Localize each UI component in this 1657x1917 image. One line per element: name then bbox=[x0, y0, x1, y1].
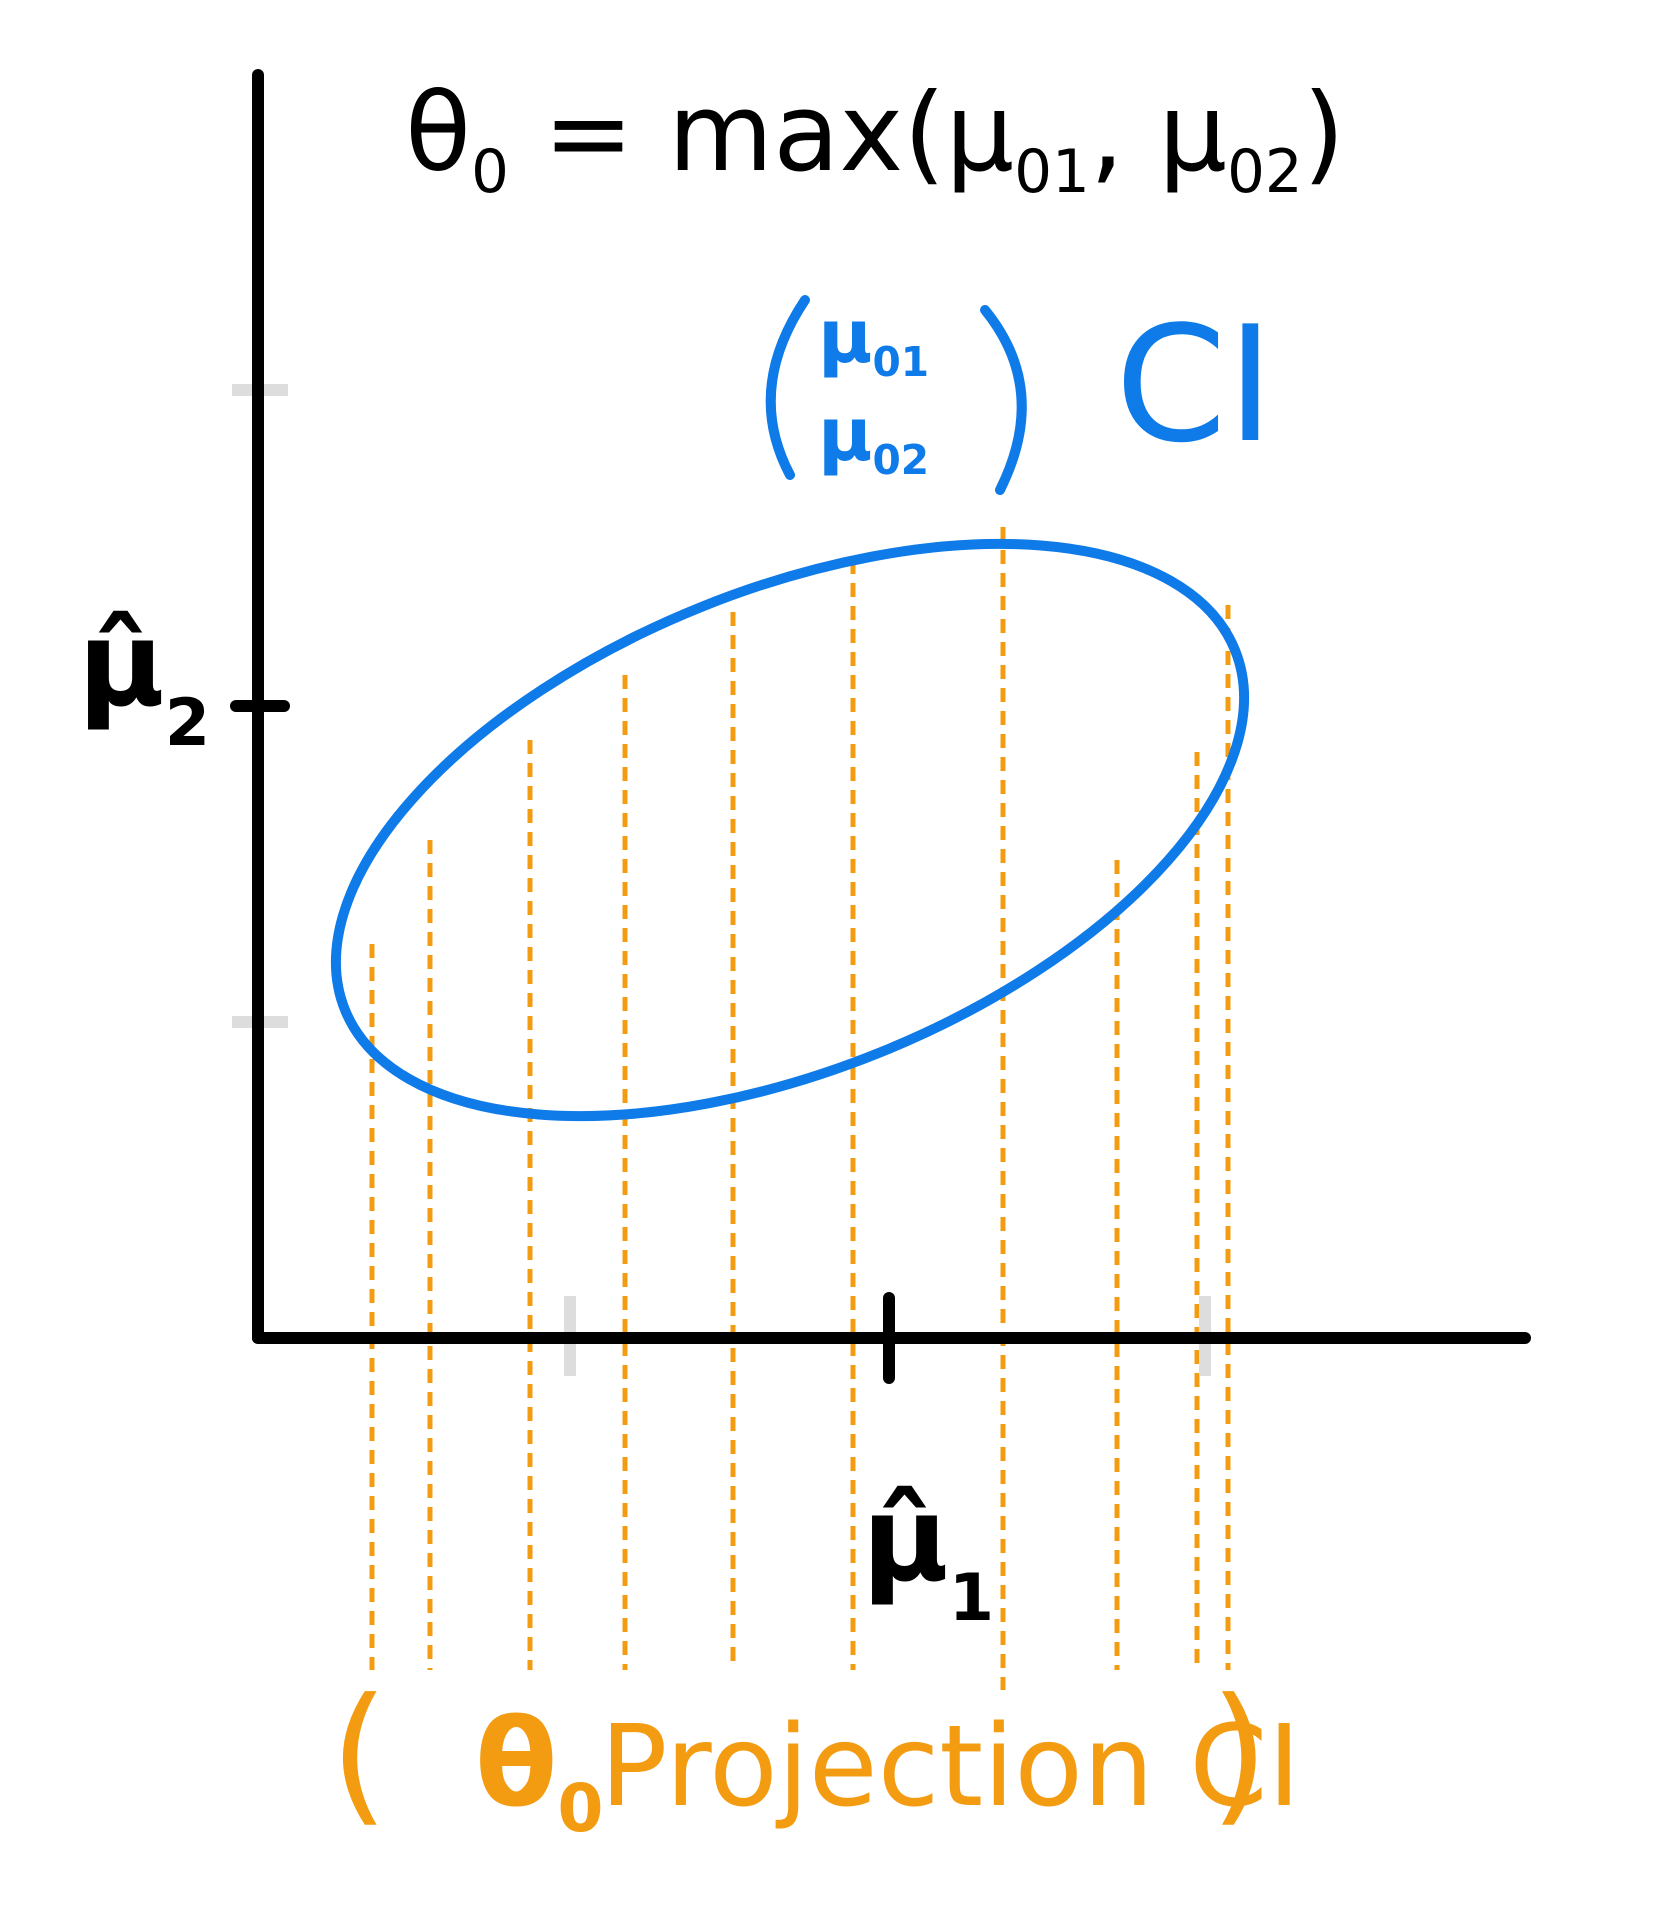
projection-close-paren: ) bbox=[1210, 1667, 1269, 1841]
projection-lines bbox=[369, 527, 1231, 1690]
projection-theta: θ0 bbox=[475, 1695, 603, 1847]
vector-bottom: μ02 bbox=[818, 392, 929, 484]
ci-label: μ01 μ02 CI bbox=[765, 291, 1274, 495]
ci-text: CI bbox=[1115, 291, 1274, 478]
formula-title: θ0 = max(μ01, μ02) bbox=[405, 71, 1345, 207]
projection-open-paren: ( bbox=[330, 1667, 389, 1841]
vector-top: μ01 bbox=[818, 294, 929, 386]
y-axis-label: μ̂2 bbox=[78, 595, 210, 761]
vector-left-paren bbox=[765, 295, 810, 480]
projection-text: Projection CI bbox=[600, 1702, 1301, 1832]
faint-ticks bbox=[232, 384, 1211, 1376]
confidence-ellipse bbox=[330, 538, 1250, 1122]
axes bbox=[230, 69, 1531, 1384]
projection-ci-label: ( θ0 Projection CI ) bbox=[330, 1667, 1301, 1847]
vector-right-paren bbox=[980, 305, 1027, 495]
x-axis-label: μ̂1 bbox=[862, 1470, 994, 1636]
